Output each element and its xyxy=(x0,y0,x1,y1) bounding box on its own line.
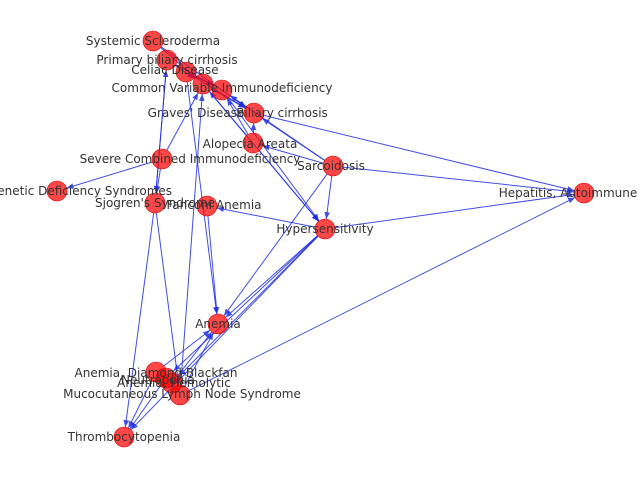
node-cvid[interactable] xyxy=(192,73,214,95)
node-alopecia-areata[interactable] xyxy=(242,132,264,154)
edge-sjogren-to-kawasaki xyxy=(155,212,181,386)
node-scid[interactable] xyxy=(151,148,173,170)
node-celiac-disease[interactable] xyxy=(175,61,197,83)
edge-biliary-cirrhosis-to-hepatitis-autoimmune xyxy=(263,114,575,192)
node-sarcoidosis[interactable] xyxy=(322,155,344,177)
edge-alopecia-areata-to-graves-disease xyxy=(226,98,249,135)
nodes-layer xyxy=(46,30,595,448)
node-genetic-deficiency[interactable] xyxy=(46,180,68,202)
edge-graves-disease-to-hypersensitivity xyxy=(227,97,320,222)
node-fanconi-anemia[interactable] xyxy=(196,195,218,217)
node-hepatitis-autoimmune[interactable] xyxy=(573,182,595,204)
node-label-celiac-disease: Celiac Disease xyxy=(131,63,218,77)
edge-sarcoidosis-to-anemia xyxy=(223,173,328,317)
node-label-anemia-hemolytic: Anemia, Hemolytic xyxy=(117,376,231,390)
node-label-cvid: Common Variable Immunodeficiency xyxy=(112,81,333,95)
edge-anemia-diamond-blackfan-to-anemia xyxy=(163,329,211,367)
node-label-primary-biliary-cirrhosis: Primary biliary cirrhosis xyxy=(96,53,237,67)
node-neutropenia[interactable] xyxy=(155,367,177,389)
node-label-anemia-diamond-blackfan: Anemia, Diamond-Blackfan xyxy=(75,366,238,380)
edge-sarcoidosis-to-alopecia-areata xyxy=(262,145,324,164)
labels-layer: Systemic Scleroderma Primary biliary cirr… xyxy=(0,34,637,444)
node-label-kawasaki: Mucocutaneous Lymph Node Syndrome xyxy=(63,387,301,401)
node-hypersensitivity[interactable] xyxy=(314,218,336,240)
node-sjogren[interactable] xyxy=(144,192,166,214)
node-label-alopecia-areata: Alopecia Areata xyxy=(203,137,298,151)
edge-sjogren-to-thrombocytopenia xyxy=(123,212,155,428)
edge-hypersensitivity-to-fanconi-anemia xyxy=(216,206,316,228)
node-label-sjogren: Sjogren's Syndrome xyxy=(95,196,215,210)
node-label-graves-disease: Graves' Disease xyxy=(148,106,245,120)
node-label-hypersensitivity: Hypersensitivity xyxy=(276,222,373,236)
edge-scid-to-cvid xyxy=(166,92,199,151)
node-anemia[interactable] xyxy=(207,313,229,335)
node-label-anemia: Anemia xyxy=(195,317,241,331)
node-label-systemic-scleroderma: Systemic Scleroderma xyxy=(86,34,220,48)
node-graves-disease[interactable] xyxy=(211,79,233,101)
edge-kawasaki-to-hepatitis-autoimmune xyxy=(188,197,576,391)
edge-primary-biliary-cirrhosis-to-sjogren xyxy=(153,69,167,194)
edge-neutropenia-to-thrombocytopenia xyxy=(129,385,161,430)
node-systemic-scleroderma[interactable] xyxy=(142,30,164,52)
node-thrombocytopenia[interactable] xyxy=(113,426,135,448)
edge-hypersensitivity-to-neutropenia xyxy=(172,235,319,372)
node-label-sarcoidosis: Sarcoidosis xyxy=(297,159,365,173)
node-biliary-cirrhosis[interactable] xyxy=(243,102,265,124)
node-label-genetic-deficiency: Genetic Deficiency Syndromes xyxy=(0,184,172,198)
edge-anemia-diamond-blackfan-to-thrombocytopenia xyxy=(127,380,153,429)
edge-sarcoidosis-to-graves-disease xyxy=(229,95,326,161)
node-label-thrombocytopenia: Thrombocytopenia xyxy=(67,430,181,444)
edge-scid-to-genetic-deficiency xyxy=(66,161,153,189)
edge-hypersensitivity-to-anemia xyxy=(225,235,318,318)
edge-fanconi-anemia-to-anemia xyxy=(207,215,220,315)
edge-sarcoidosis-to-hepatitis-autoimmune xyxy=(342,166,575,194)
edge-hypersensitivity-to-thrombocytopenia xyxy=(130,235,319,431)
edge-hypersensitivity-to-hepatitis-autoimmune xyxy=(334,192,575,229)
node-primary-biliary-cirrhosis[interactable] xyxy=(156,49,178,71)
node-label-biliary-cirrhosis: Biliary cirrhosis xyxy=(236,106,328,120)
node-label-fanconi-anemia: Fanconi Anemia xyxy=(166,198,261,212)
node-label-hepatitis-autoimmune: Hepatitis, Autoimmune xyxy=(499,186,638,200)
edge-cvid-to-hypersensitivity xyxy=(209,91,319,222)
edge-kawasaki-to-anemia xyxy=(184,332,214,387)
node-kawasaki[interactable] xyxy=(169,384,191,406)
edge-hypersensitivity-to-anemia-hemolytic xyxy=(178,235,319,377)
edge-anemia-hemolytic-to-anemia xyxy=(177,331,213,376)
edge-sarcoidosis-to-hypersensitivity xyxy=(324,175,333,220)
node-label-scid: Severe Combined Immunodeficiency xyxy=(80,152,301,166)
edge-kawasaki-to-cvid xyxy=(180,93,205,386)
node-label-neutropenia: Neutropenia xyxy=(121,373,195,387)
